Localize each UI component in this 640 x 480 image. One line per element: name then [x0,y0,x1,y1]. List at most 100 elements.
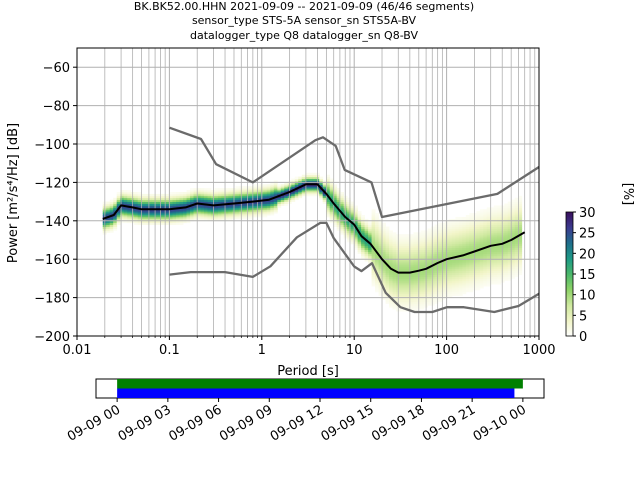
heatmap-cell [340,209,345,212]
heatmap-cell [382,274,386,277]
heatmap-cell [224,211,229,214]
heatmap-cell [399,243,404,247]
heatmap-cell [403,249,407,252]
heatmap-cell [403,234,407,237]
heatmap-cell [197,216,201,220]
heatmap-cell [469,241,474,245]
heatmap-cell [486,230,491,233]
heatmap-cell [322,182,327,185]
heatmap-cell [504,222,509,226]
heatmap-cell [347,215,352,218]
heatmap-cell [357,216,362,220]
heatmap-cell [137,195,142,199]
heatmap-cell [263,213,268,216]
heatmap-cell [448,274,453,277]
heatmap-cell [210,218,215,222]
heatmap-cell [378,226,383,229]
heatmap-cell [504,228,509,231]
heatmap-cell [476,247,481,250]
noise-model-high-line [169,126,540,219]
heatmap-cell [109,220,114,224]
heatmap-cell [333,211,338,214]
heatmap-cell [378,220,383,224]
heatmap-cell [486,207,491,210]
heatmap-cell [403,274,407,277]
heatmap-cell [329,195,334,199]
heatmap-cell [483,282,488,285]
heatmap-cell [406,263,411,266]
heatmap-cell [476,215,481,218]
heatmap-cell [406,299,411,302]
heatmap-cell [451,268,456,272]
heatmap-cell [465,230,470,233]
colorbar-segment [566,224,573,227]
heatmap-cell [430,234,435,237]
colorbar-segment [566,314,573,317]
heatmap-cell [430,266,435,270]
heatmap-cell [357,238,362,241]
heatmap-cell [451,222,456,226]
heatmap-cell [420,305,425,308]
heatmap-cell [186,216,191,220]
colorbar-segment [566,264,573,267]
heatmap-cell [148,205,153,208]
heatmap-cell [207,199,212,202]
heatmap-cell [169,193,173,197]
heatmap-cell [224,213,229,216]
heatmap-cell [354,209,359,212]
heatmap-cell [504,255,509,258]
heatmap-cell [371,241,376,245]
heatmap-cell [455,240,460,243]
heatmap-cell [106,211,111,214]
heatmap-cell [106,216,111,220]
heatmap-cell [427,259,432,262]
heatmap-cell [483,218,488,222]
heatmap-cell [420,240,425,243]
heatmap-cell [430,232,435,235]
heatmap-cell [294,180,299,183]
heatmap-cell [465,249,470,252]
heatmap-cell [378,286,383,289]
heatmap-cell [312,193,317,197]
heatmap-cell [413,280,418,283]
heatmap-cell [385,297,390,300]
heatmap-cell [392,286,397,289]
heatmap-cell [392,253,397,256]
heatmap-cell [476,224,481,227]
heatmap-cell [186,218,191,222]
colorbar-segment [566,324,573,327]
heatmap-cell [106,226,111,229]
heatmap-cell [462,232,467,235]
heatmap-cell [350,213,355,216]
heatmap-cell [493,211,498,214]
heatmap-cell [204,199,208,202]
heatmap-cell [514,266,519,270]
heatmap-cell [186,203,191,206]
heatmap-cell [190,193,194,197]
heatmap-cell [430,228,435,231]
heatmap-cell [403,268,407,272]
heatmap-cell [378,272,383,275]
heatmap-cell [371,238,376,241]
heatmap-cell [361,241,366,245]
colorbar-segment [566,320,573,323]
heatmap-cell [511,268,516,272]
heatmap-cell [399,286,404,289]
heatmap-cell [256,184,261,187]
heatmap-cell [249,195,254,199]
heatmap-cell [322,184,327,187]
heatmap-cell [155,203,160,206]
heatmap-cell [504,220,509,224]
heatmap-cell [305,186,310,189]
heatmap-cell [504,215,509,218]
heatmap-cell [371,228,376,231]
heatmap-cell [413,266,418,270]
heatmap-cell [507,228,512,231]
heatmap-cell [224,199,229,202]
heatmap-cell [476,240,481,243]
heatmap-cell [493,259,498,262]
heatmap-cell [483,278,488,281]
heatmap-cell [497,282,502,285]
heatmap-cell [176,215,180,218]
heatmap-cell [284,199,289,202]
